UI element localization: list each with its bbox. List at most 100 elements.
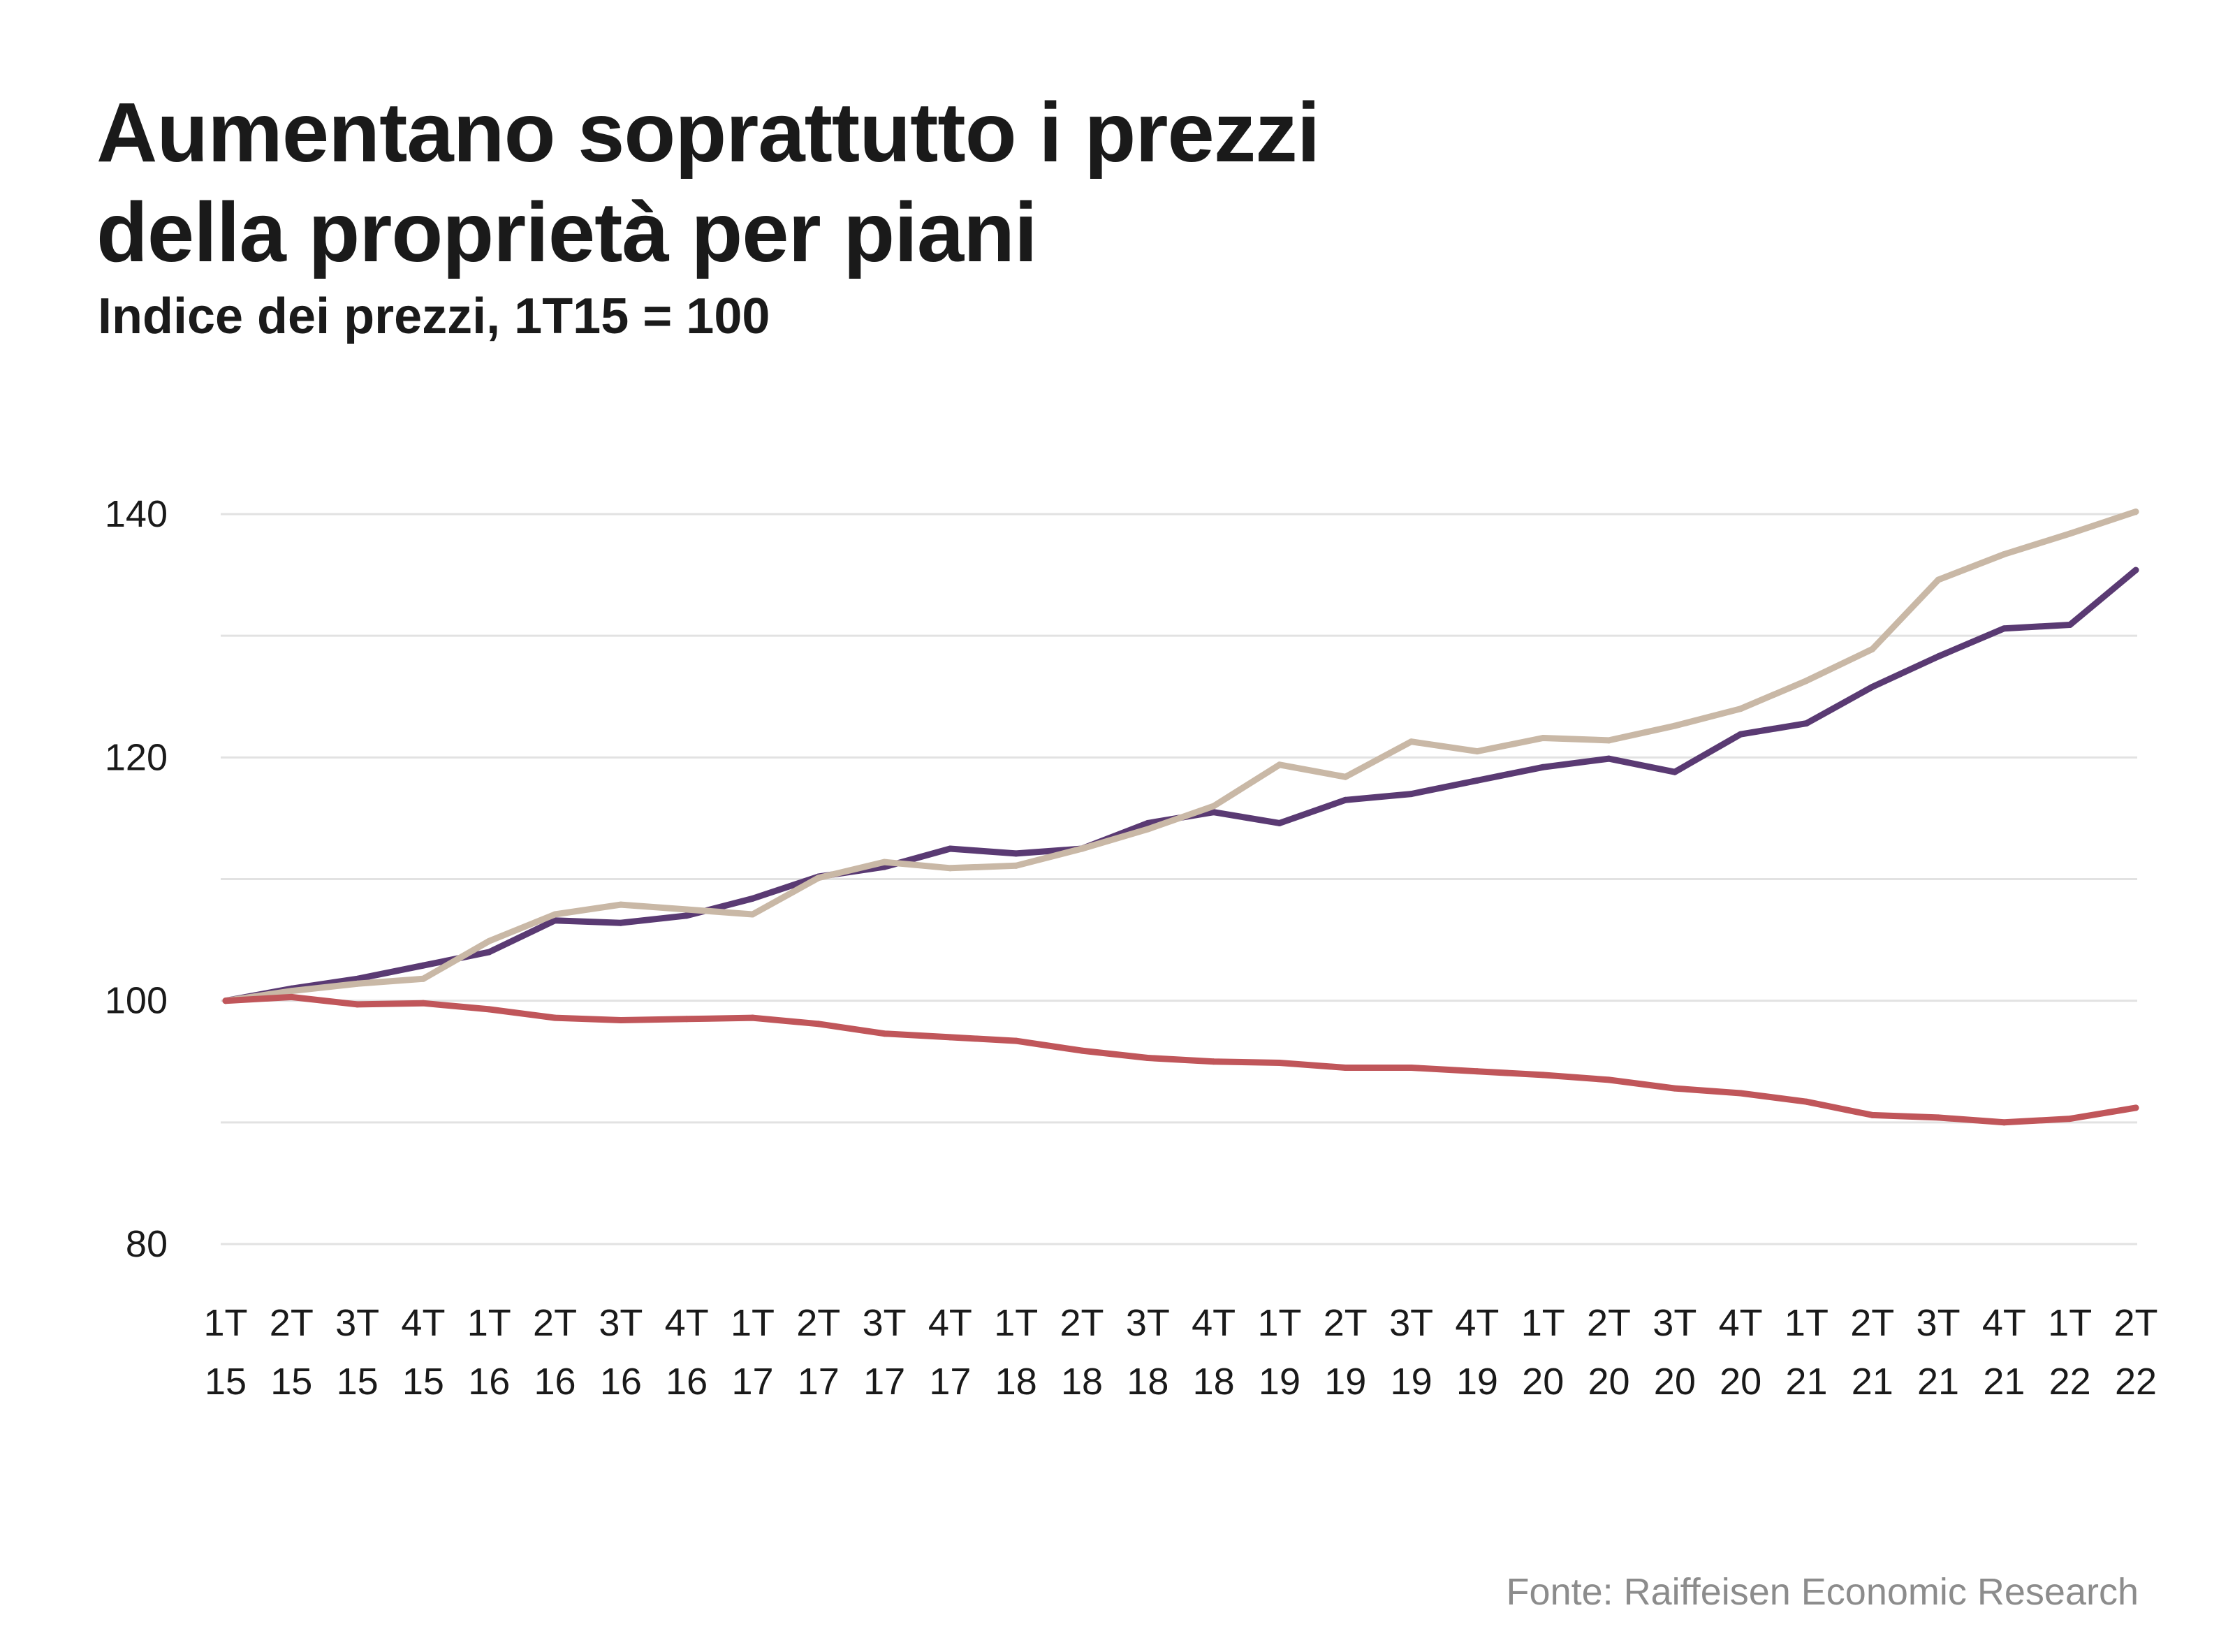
data-point-red	[485, 1006, 492, 1013]
x-tick-label-year: 19	[1259, 1361, 1300, 1403]
source-note: Fonte: Raiffeisen Economic Research	[1506, 1571, 2139, 1613]
x-tick-label-quarter: 4T	[1982, 1302, 2026, 1344]
x-tick-label-quarter: 1T	[994, 1302, 1038, 1344]
x-tick-label-quarter: 4T	[665, 1302, 709, 1344]
data-point-beige	[2132, 509, 2139, 516]
x-tick-label-year: 17	[929, 1361, 971, 1403]
series-purple	[222, 566, 2139, 1004]
data-point-purple	[946, 845, 953, 852]
data-point-beige	[1935, 576, 1942, 583]
x-tick-label-year: 17	[731, 1361, 773, 1403]
x-tick-label-year: 16	[600, 1361, 642, 1403]
data-point-beige	[1078, 845, 1085, 852]
data-point-beige	[485, 937, 492, 944]
x-tick-label-quarter: 3T	[1389, 1302, 1433, 1344]
data-point-red	[2067, 1116, 2074, 1123]
data-point-beige	[1737, 706, 1744, 712]
series-lines	[222, 509, 2139, 1126]
data-point-purple	[683, 912, 690, 919]
data-point-red	[683, 1016, 690, 1023]
data-point-beige	[1869, 645, 1876, 652]
x-tick-label-quarter: 2T	[270, 1302, 314, 1344]
x-tick-label-quarter: 1T	[1521, 1302, 1565, 1344]
data-point-red	[881, 1030, 888, 1037]
data-point-purple	[1869, 683, 1876, 690]
x-tick-label-quarter: 2T	[533, 1302, 577, 1344]
data-point-red	[1144, 1055, 1151, 1062]
data-point-beige	[288, 988, 295, 995]
data-point-red	[1737, 1090, 1744, 1097]
data-point-purple	[354, 975, 361, 982]
x-tick-label-quarter: 1T	[467, 1302, 511, 1344]
data-point-red	[1210, 1058, 1217, 1065]
data-point-purple	[2000, 625, 2007, 632]
data-point-beige	[1671, 722, 1678, 729]
y-tick-label: 100	[105, 980, 168, 1022]
x-tick-label-year: 22	[2049, 1361, 2091, 1403]
x-tick-label-quarter: 4T	[401, 1302, 445, 1344]
data-point-beige	[2067, 530, 2074, 537]
data-point-purple	[749, 895, 756, 902]
x-tick-label-year: 19	[1391, 1361, 1432, 1403]
chart-title-line-2: della proprietà per piani	[96, 184, 1038, 279]
x-tick-label-quarter: 3T	[863, 1302, 907, 1344]
data-point-red	[1935, 1114, 1942, 1121]
series-red	[222, 993, 2139, 1126]
y-axis-ticks: 80 100 120 140	[105, 493, 168, 1265]
data-point-purple	[1803, 720, 1810, 727]
data-point-beige	[354, 980, 361, 987]
data-point-purple	[617, 919, 624, 926]
x-tick-label-year: 21	[1983, 1361, 2025, 1403]
data-point-purple	[1539, 763, 1546, 770]
data-point-purple	[552, 917, 559, 924]
x-tick-label-year: 17	[798, 1361, 840, 1403]
data-point-red	[815, 1021, 822, 1028]
data-point-purple	[1276, 819, 1283, 826]
y-tick-label: 120	[105, 736, 168, 778]
gridlines	[221, 513, 2137, 1245]
x-tick-label-year: 19	[1324, 1361, 1366, 1403]
data-point-red	[2000, 1119, 2007, 1126]
x-tick-label-year: 16	[534, 1361, 576, 1403]
data-point-red	[1276, 1059, 1283, 1066]
data-point-beige	[1342, 773, 1349, 780]
data-point-red	[222, 997, 229, 1004]
x-tick-label-year: 18	[1127, 1361, 1168, 1403]
x-tick-label-year: 15	[205, 1361, 247, 1403]
x-tick-label-quarter: 3T	[335, 1302, 379, 1344]
x-axis-ticks: 1T 15 2T 15 3T 15 4T 15 1T 16 2T 16 3T 16 4T 16 1T 17 2T 17…	[203, 1302, 2157, 1403]
data-point-red	[552, 1014, 559, 1021]
data-point-purple	[1210, 809, 1217, 816]
x-tick-label-quarter: 4T	[928, 1302, 972, 1344]
data-point-beige	[420, 975, 427, 982]
x-tick-label-year: 21	[1917, 1361, 1959, 1403]
x-tick-label-quarter: 1T	[203, 1302, 247, 1344]
data-point-red	[354, 1001, 361, 1008]
data-point-red	[617, 1017, 624, 1024]
data-point-red	[1013, 1037, 1020, 1044]
data-point-purple	[1606, 755, 1613, 762]
data-point-purple	[420, 962, 427, 969]
x-tick-label-quarter: 2T	[1324, 1302, 1368, 1344]
data-point-beige	[683, 906, 690, 913]
x-tick-label-quarter: 4T	[1719, 1302, 1763, 1344]
x-tick-label-year: 17	[863, 1361, 905, 1403]
data-point-beige	[1144, 826, 1151, 833]
data-point-red	[1606, 1076, 1613, 1083]
data-point-red	[1539, 1072, 1546, 1079]
x-tick-label-quarter: 1T	[2048, 1302, 2092, 1344]
data-point-beige	[749, 911, 756, 918]
data-point-red	[1474, 1068, 1481, 1075]
series-line-purple	[222, 566, 2139, 1004]
data-point-red	[420, 1000, 427, 1007]
x-tick-label-year: 18	[1193, 1361, 1235, 1403]
x-tick-label-year: 20	[1654, 1361, 1696, 1403]
x-tick-label-quarter: 2T	[1060, 1302, 1104, 1344]
y-tick-label: 80	[126, 1223, 168, 1265]
data-point-red	[1408, 1064, 1415, 1071]
data-point-beige	[1210, 803, 1217, 810]
x-tick-label-year: 20	[1522, 1361, 1564, 1403]
data-point-red	[1671, 1085, 1678, 1092]
data-point-purple	[1144, 819, 1151, 826]
